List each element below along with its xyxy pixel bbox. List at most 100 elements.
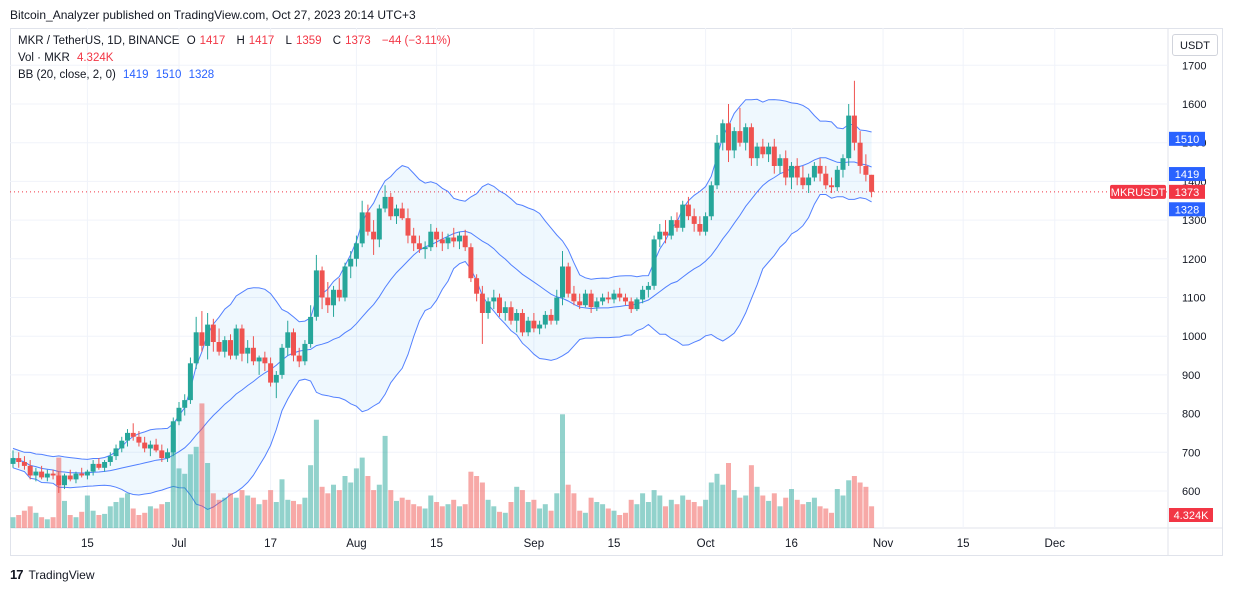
- candle: [766, 142, 772, 163]
- candle-body: [537, 324, 543, 329]
- candle: [794, 158, 800, 186]
- tradingview-logo[interactable]: 17 TradingView: [10, 567, 95, 582]
- candle-body: [743, 127, 749, 143]
- x-tick-label: 15: [957, 538, 970, 550]
- candle: [560, 251, 565, 306]
- volume-bar: [336, 490, 342, 528]
- candle: [256, 355, 262, 375]
- candle: [617, 287, 623, 302]
- candle: [147, 440, 153, 457]
- volume-bar: [754, 486, 760, 528]
- y-tick-label: 800: [1182, 409, 1200, 421]
- price-chart[interactable]: 6007008009001000110012001300140015001600…: [10, 28, 1223, 556]
- volume-legend[interactable]: Vol · MKR 4.324K: [18, 52, 117, 64]
- candle: [651, 235, 657, 290]
- volume-bar: [680, 495, 686, 528]
- volume-bar: [846, 480, 852, 528]
- candle-body: [250, 347, 256, 362]
- candle: [107, 452, 113, 466]
- candle-body: [170, 421, 176, 453]
- candle: [102, 460, 108, 472]
- candle-body: [90, 463, 96, 472]
- candle: [285, 320, 291, 356]
- candle-body: [542, 314, 548, 325]
- candle: [514, 309, 520, 333]
- volume-bar: [39, 517, 45, 528]
- volume-bar: [840, 495, 846, 528]
- candle: [33, 467, 39, 482]
- volume-bar: [376, 484, 382, 528]
- candle-body: [79, 473, 85, 476]
- volume-bar: [714, 473, 720, 528]
- volume-bar: [794, 499, 800, 528]
- volume-bar: [743, 495, 749, 528]
- candle: [611, 289, 617, 304]
- candle-body: [800, 177, 806, 186]
- volume-bar: [16, 515, 22, 528]
- low-label: L: [285, 35, 292, 47]
- volume-bar: [245, 495, 251, 528]
- volume-bar: [611, 510, 617, 528]
- candle-body: [703, 216, 709, 232]
- candle: [273, 371, 279, 399]
- volume-bar: [640, 493, 646, 528]
- volume-bar: [588, 497, 594, 528]
- volume-bar: [508, 502, 514, 528]
- candle: [239, 324, 245, 362]
- candle: [537, 320, 543, 335]
- candle: [96, 458, 102, 470]
- candle-body: [27, 465, 33, 476]
- candle-body: [268, 363, 274, 383]
- candle: [811, 162, 817, 182]
- bb-legend[interactable]: BB (20, close, 2, 0) 1419 1510 1328: [18, 69, 218, 81]
- candle-body: [342, 266, 348, 298]
- candle-body: [16, 458, 22, 462]
- volume-bar: [273, 502, 279, 528]
- candle: [783, 150, 789, 186]
- candle: [142, 436, 148, 453]
- candle: [817, 158, 823, 182]
- x-tick-label: 16: [785, 538, 798, 550]
- candle: [125, 429, 130, 447]
- volume-bar: [176, 468, 182, 528]
- candle: [691, 208, 697, 232]
- candle: [302, 340, 308, 366]
- candle: [634, 297, 640, 312]
- volume-tag-bg: [1169, 508, 1213, 522]
- volume-bar: [147, 506, 153, 528]
- candle-body: [399, 208, 405, 219]
- open-label: O: [186, 35, 196, 47]
- candle-body: [737, 131, 743, 143]
- candle: [394, 204, 399, 224]
- price-tag-label: 1510: [1175, 134, 1199, 146]
- candle: [582, 289, 588, 308]
- candle: [645, 282, 651, 298]
- volume-bar: [474, 476, 480, 528]
- candle-body: [565, 266, 571, 294]
- candle: [136, 431, 142, 447]
- price-tag-bg: [1169, 184, 1205, 199]
- candle-body: [869, 174, 875, 192]
- candle-body: [136, 436, 142, 443]
- candle: [73, 471, 79, 484]
- publisher-caption: Bitcoin_Analyzer published on TradingVie…: [10, 8, 416, 22]
- candle-body: [296, 355, 302, 362]
- currency-selector[interactable]: USDT: [1172, 34, 1218, 56]
- volume-bar: [451, 499, 457, 528]
- price-tag-bg: [1169, 202, 1205, 217]
- candle-body: [863, 165, 869, 175]
- candle-body: [359, 212, 365, 244]
- candle-body: [651, 239, 657, 286]
- volume-bar: [491, 506, 497, 528]
- symbol-legend[interactable]: MKR / TetherUS, 1D, BINANCE O 1417 H 1417 …: [18, 35, 455, 47]
- tradingview-logo-text: TradingView: [28, 567, 95, 582]
- volume-bar: [313, 419, 319, 528]
- candle-body: [313, 270, 319, 317]
- volume-bar: [685, 499, 691, 528]
- candle-body: [640, 289, 646, 300]
- price-tag-bg: [1169, 167, 1205, 182]
- candle: [250, 336, 256, 366]
- tradingview-logo-icon: 17: [10, 567, 24, 582]
- symbol-name: MKR / TetherUS, 1D, BINANCE: [18, 35, 180, 47]
- candle-body: [371, 231, 377, 240]
